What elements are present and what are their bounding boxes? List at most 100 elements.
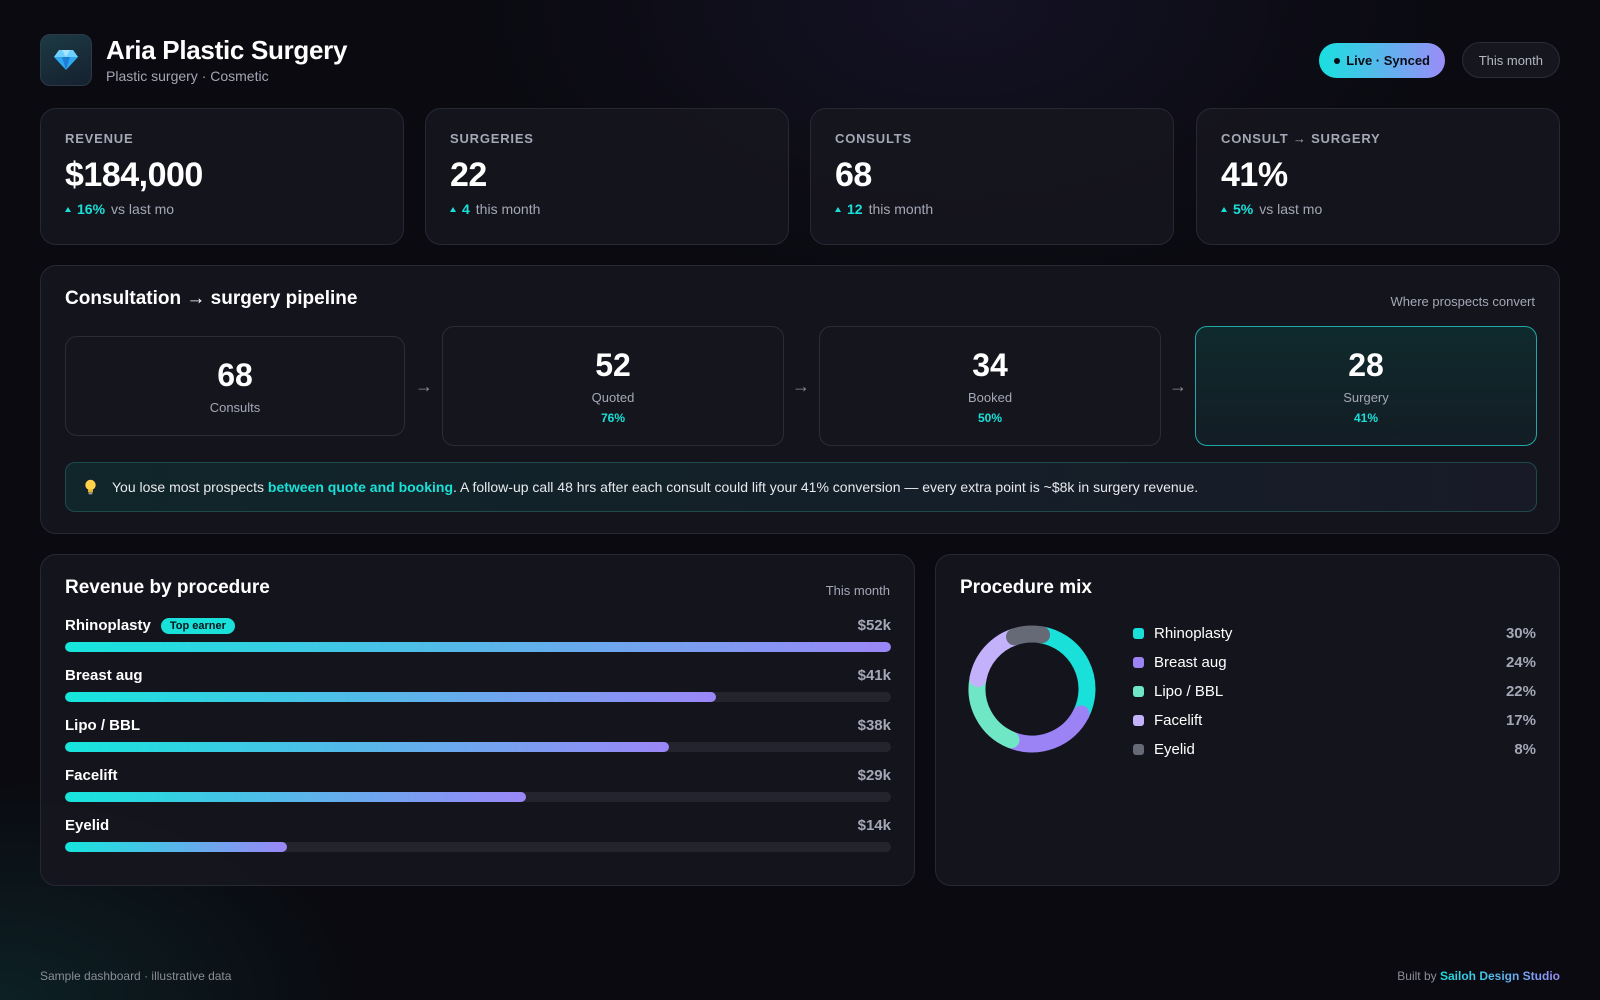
kpi-label: CONSULTS: [835, 131, 912, 146]
kpi-delta: 5% vs last mo: [1221, 201, 1535, 217]
bar-fill: [65, 792, 526, 802]
legend-label: Facelift: [1154, 712, 1203, 729]
kpi-delta: 4 this month: [450, 201, 764, 217]
revenue-bar-row[interactable]: Facelift $29k: [65, 767, 891, 807]
stage-label: Surgery: [1343, 390, 1389, 405]
kpi-delta-value: 16%: [77, 201, 106, 217]
legend-swatch: [1133, 715, 1144, 726]
bar-label: Facelift: [65, 767, 118, 784]
bar-track: [65, 792, 891, 802]
stage-value: 34: [972, 347, 1008, 383]
legend-swatch: [1133, 628, 1144, 639]
period-label: This month: [1478, 52, 1543, 68]
legend-label: Rhinoplasty: [1154, 625, 1233, 642]
insight-text: You lose most prospects between quote an…: [112, 479, 1199, 495]
kpi-delta-note: vs last mo: [111, 201, 175, 217]
bar-value: $38k: [857, 717, 891, 734]
trend-up-icon: [835, 206, 841, 212]
revenue-title: Revenue by procedure: [65, 577, 270, 598]
arrow-right-icon: →: [415, 376, 433, 396]
kpi-card-surgeries: SURGERIES 22 4 this month: [425, 108, 789, 245]
legend-item[interactable]: Breast aug 24%: [1133, 648, 1536, 677]
donut-slice-eyelid[interactable]: [1006, 625, 1051, 646]
legend-label: Eyelid: [1154, 741, 1195, 758]
header: Aria Plastic Surgery Plastic surgery · C…: [40, 34, 1560, 86]
bar-track: [65, 742, 891, 752]
pipeline-note: Where prospects convert: [1390, 294, 1535, 309]
kpi-delta: 12 this month: [835, 201, 1149, 217]
legend-item[interactable]: Lipo / BBL 22%: [1133, 677, 1536, 706]
stage-percent: 41%: [1353, 411, 1379, 425]
kpi-delta-value: 4: [462, 201, 470, 217]
kpi-delta-note: vs last mo: [1259, 201, 1323, 217]
procedure-mix-panel: Procedure mix Rhinoplasty 30% Breast aug 24…: [935, 554, 1560, 886]
diamond-icon: [54, 50, 78, 70]
studio-link[interactable]: Sailoh Design Studio: [1439, 969, 1560, 983]
lightbulb-icon: [84, 479, 98, 495]
trend-up-icon: [450, 206, 456, 212]
stage-percent: 50%: [977, 411, 1003, 425]
pipeline-stage-consults[interactable]: 68 Consults: [65, 336, 405, 436]
stage-value: 28: [1348, 347, 1384, 383]
bar-name: Facelift: [65, 767, 118, 784]
stage-label: Booked: [967, 390, 1013, 405]
kpi-value: 22: [450, 156, 487, 194]
footer-credit: Built by Sailoh Design Studio: [1397, 969, 1560, 983]
bar-track: [65, 642, 891, 652]
kpi-delta-value: 12: [847, 201, 863, 217]
bar-name: Rhinoplasty Top earner: [65, 617, 235, 634]
stage-value: 68: [217, 357, 253, 393]
kpi-card-revenue: REVENUE $184,000 16% vs last mo: [40, 108, 404, 245]
insight-highlight: between quote and booking: [267, 479, 454, 495]
bar-label: Eyelid: [65, 817, 110, 834]
stage-label: Quoted: [591, 390, 635, 405]
kpi-label: CONSULT → SURGERY: [1221, 131, 1381, 146]
legend-percent: 8%: [1514, 741, 1536, 758]
bar-track: [65, 692, 891, 702]
legend-item[interactable]: Facelift 17%: [1133, 706, 1536, 735]
kpi-delta: 16% vs last mo: [65, 201, 379, 217]
revenue-bar-row[interactable]: Lipo / BBL $38k: [65, 717, 891, 757]
kpi-delta-note: this month: [868, 201, 934, 217]
kpi-delta-note: this month: [475, 201, 541, 217]
revenue-bar-row[interactable]: Rhinoplasty Top earner $52k: [65, 617, 891, 657]
bar-label: Lipo / BBL: [65, 717, 140, 734]
kpi-label: SURGERIES: [450, 131, 534, 146]
legend-percent: 24%: [1505, 654, 1536, 671]
bar-label: Rhinoplasty: [65, 617, 151, 634]
legend-swatch: [1133, 686, 1144, 697]
mix-title: Procedure mix: [960, 577, 1092, 598]
arrow-right-icon: →: [1169, 376, 1187, 396]
kpi-value: $184,000: [65, 156, 203, 194]
kpi-label: REVENUE: [65, 131, 134, 146]
kpi-card-consults: CONSULTS 68 12 this month: [810, 108, 1174, 245]
live-dot-icon: [1334, 57, 1341, 64]
bar-fill: [65, 692, 717, 702]
pipeline-stage-booked[interactable]: 34 Booked 50%: [819, 326, 1161, 446]
legend-item[interactable]: Eyelid 8%: [1133, 735, 1536, 764]
legend-item[interactable]: Rhinoplasty 30%: [1133, 619, 1536, 648]
live-status-badge[interactable]: Live · Synced: [1319, 43, 1445, 78]
logo: [40, 34, 92, 86]
kpi-delta-value: 5%: [1233, 201, 1254, 217]
stage-label: Consults: [209, 400, 261, 415]
page-subtitle: Plastic surgery · Cosmetic: [106, 68, 269, 84]
kpi-value: 41%: [1221, 156, 1288, 194]
stage-percent: 76%: [600, 411, 626, 425]
bar-value: $14k: [857, 817, 891, 834]
pipeline-stage-quoted[interactable]: 52 Quoted 76%: [442, 326, 784, 446]
bar-value: $29k: [857, 767, 891, 784]
bar-value: $52k: [857, 617, 891, 634]
donut-slice-rhinoplasty[interactable]: [1033, 626, 1096, 723]
revenue-bar-row[interactable]: Eyelid $14k: [65, 817, 891, 857]
pipeline-panel: Consultation → surgery pipeline Where pr…: [40, 265, 1560, 534]
revenue-bar-row[interactable]: Breast aug $41k: [65, 667, 891, 707]
pipeline-stage-surgery[interactable]: 28 Surgery 41%: [1195, 326, 1537, 446]
procedure-mix-donut: [968, 625, 1096, 753]
donut-slice-breast-aug[interactable]: [1002, 705, 1090, 753]
bar-name: Eyelid: [65, 817, 109, 834]
bar-fill: [65, 842, 288, 852]
period-selector[interactable]: This month: [1461, 42, 1560, 78]
mix-legend: Rhinoplasty 30% Breast aug 24% Lipo / BBL 22%…: [1133, 619, 1536, 764]
donut-slice-lipo-bbl[interactable]: [968, 670, 1020, 749]
